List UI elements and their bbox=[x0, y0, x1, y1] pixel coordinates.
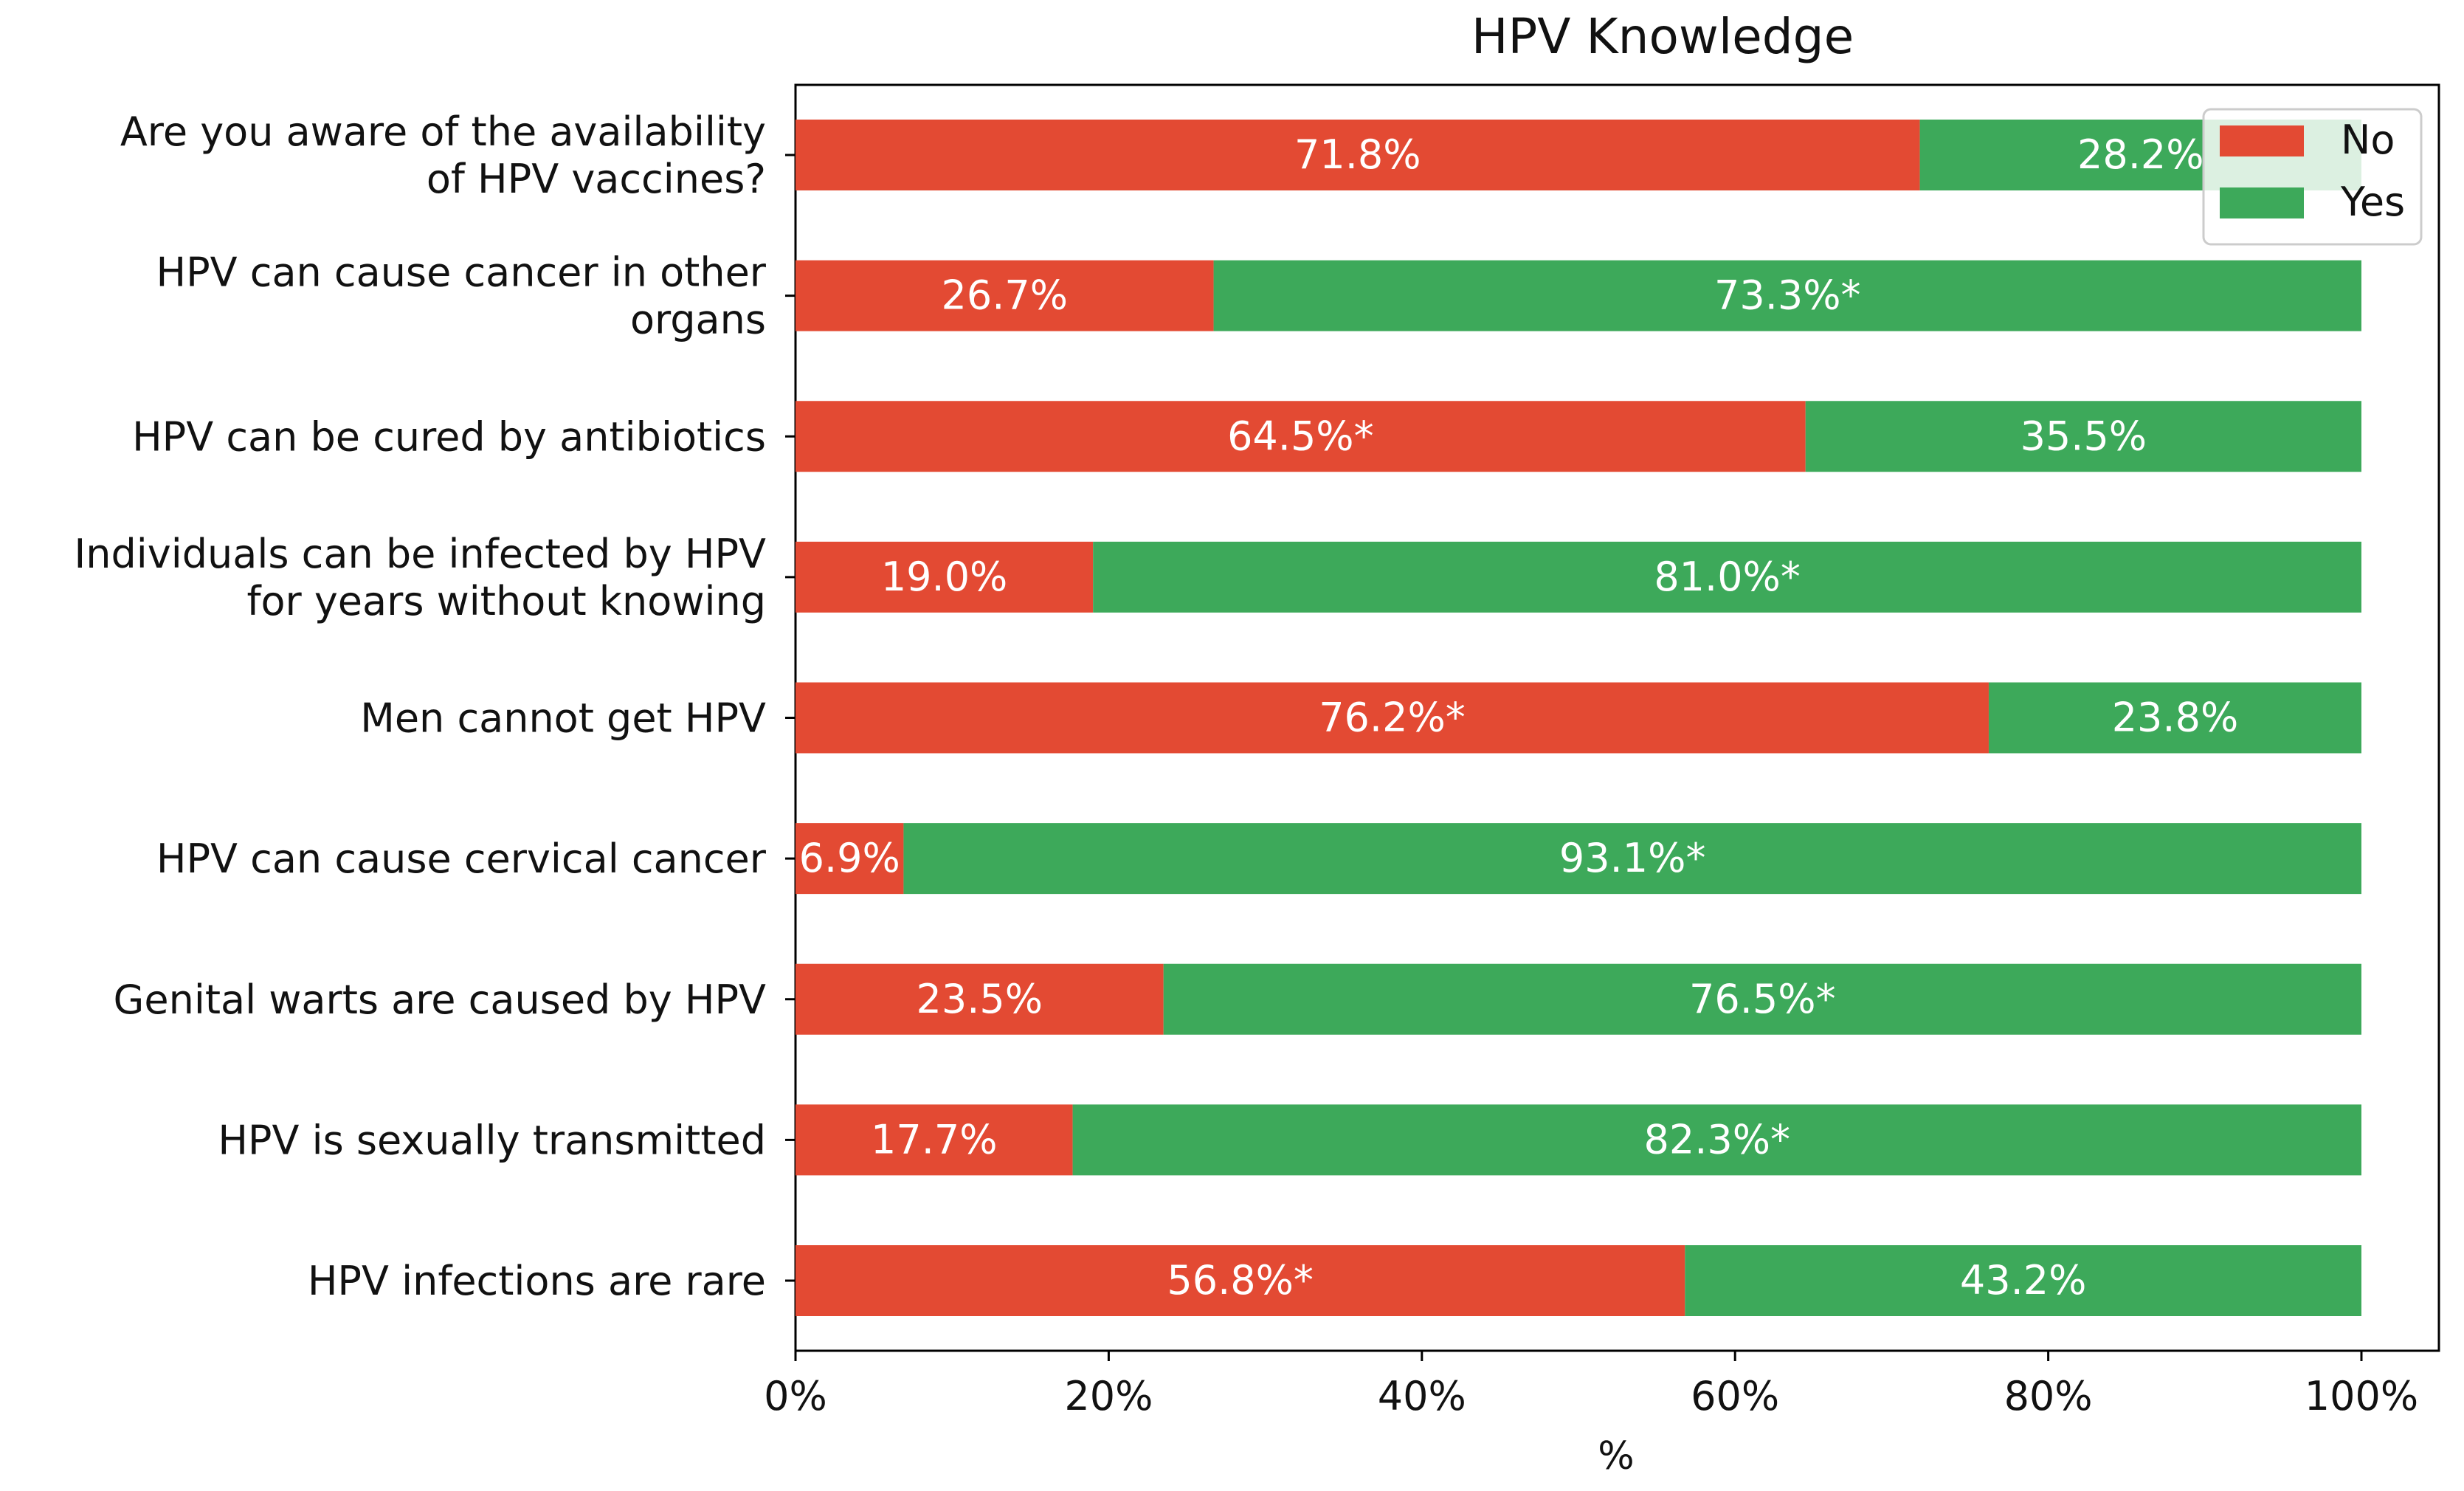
category-label-7-0: HPV is sexually transmitted bbox=[218, 1117, 766, 1163]
bar-yes-4 bbox=[1988, 682, 2361, 754]
data-label-yes-0: 28.2% bbox=[2077, 131, 2204, 178]
bar-yes-5 bbox=[903, 823, 2361, 895]
category-label-6-0: Genital warts are caused by HPV bbox=[114, 977, 767, 1023]
data-label-yes-1: 73.3%* bbox=[1714, 272, 1861, 319]
bar-no-8 bbox=[796, 1245, 1685, 1316]
data-label-no-5: 6.9% bbox=[799, 835, 900, 881]
data-label-no-8: 56.8%* bbox=[1167, 1257, 1314, 1304]
bar-no-0 bbox=[796, 120, 1920, 190]
x-tick-label-2: 40% bbox=[1378, 1373, 1466, 1419]
category-label-4-0: Men cannot get HPV bbox=[360, 695, 766, 742]
data-label-yes-3: 81.0%* bbox=[1654, 554, 1801, 600]
data-label-no-7: 17.7% bbox=[871, 1116, 998, 1163]
data-label-no-3: 19.0% bbox=[881, 554, 1008, 600]
legend: No Yes bbox=[2202, 108, 2423, 246]
bar-yes-8 bbox=[1685, 1245, 2361, 1316]
category-label-0-0: Are you aware of the availability bbox=[120, 109, 766, 155]
bar-no-7 bbox=[796, 1104, 1073, 1176]
data-label-yes-4: 23.8% bbox=[2112, 695, 2239, 741]
data-label-no-1: 26.7% bbox=[942, 272, 1069, 319]
category-label-8-0: HPV infections are rare bbox=[308, 1258, 766, 1304]
x-tick-label-0: 0% bbox=[764, 1373, 827, 1419]
x-tick-label-3: 60% bbox=[1691, 1373, 1779, 1419]
bar-no-1 bbox=[796, 260, 1214, 331]
data-label-yes-5: 93.1%* bbox=[1559, 835, 1706, 881]
legend-label-yes: Yes bbox=[2340, 179, 2405, 225]
bar-yes-7 bbox=[1072, 1104, 2361, 1176]
data-label-no-0: 71.8% bbox=[1294, 131, 1421, 178]
bar-no-2 bbox=[796, 401, 1806, 472]
category-label-0-1: of HPV vaccines? bbox=[427, 156, 766, 202]
category-label-3-0: Individuals can be infected by HPV bbox=[74, 531, 766, 577]
bar-no-5 bbox=[796, 823, 904, 895]
x-tick-label-4: 80% bbox=[2004, 1373, 2093, 1419]
data-label-no-2: 64.5%* bbox=[1227, 413, 1374, 459]
data-label-yes-8: 43.2% bbox=[1960, 1257, 2087, 1304]
legend-label-no: No bbox=[2341, 117, 2395, 163]
bar-no-3 bbox=[796, 541, 1094, 613]
category-label-2-0: HPV can be cured by antibiotics bbox=[132, 413, 766, 460]
bar-no-6 bbox=[796, 963, 1164, 1035]
category-label-5-0: HPV can cause cervical cancer bbox=[156, 836, 767, 882]
bar-yes-2 bbox=[1805, 401, 2361, 472]
legend-swatch-yes bbox=[2220, 187, 2304, 218]
bar-yes-1 bbox=[1213, 260, 2361, 331]
chart-title: HPV Knowledge bbox=[1471, 8, 1854, 65]
x-tick-label-1: 20% bbox=[1064, 1373, 1153, 1419]
bars-layer: 71.8% 28.2% 26.7% 73.3%* 64.5%* 35.5% 19.0% 81.… bbox=[796, 120, 2361, 1316]
x-tick-label-5: 100% bbox=[2305, 1373, 2418, 1419]
category-label-1-0: HPV can cause cancer in other bbox=[156, 249, 766, 296]
data-label-yes-2: 35.5% bbox=[2020, 413, 2147, 459]
bar-yes-3 bbox=[1093, 541, 2361, 613]
x-ticks-layer: 0% 20% 40% 60% 80% 100% bbox=[764, 1351, 2418, 1419]
bar-no-4 bbox=[796, 682, 1989, 754]
data-label-no-6: 23.5% bbox=[917, 976, 1043, 1022]
category-label-3-1: for years without knowing bbox=[246, 578, 766, 624]
data-label-yes-7: 82.3%* bbox=[1644, 1116, 1791, 1163]
x-axis-label: % bbox=[1598, 1434, 1634, 1478]
bar-yes-6 bbox=[1163, 963, 2361, 1035]
data-label-no-4: 76.2%* bbox=[1319, 695, 1466, 741]
category-label-1-1: organs bbox=[630, 297, 766, 343]
legend-swatch-no bbox=[2220, 125, 2304, 156]
data-label-yes-6: 76.5%* bbox=[1689, 976, 1836, 1022]
